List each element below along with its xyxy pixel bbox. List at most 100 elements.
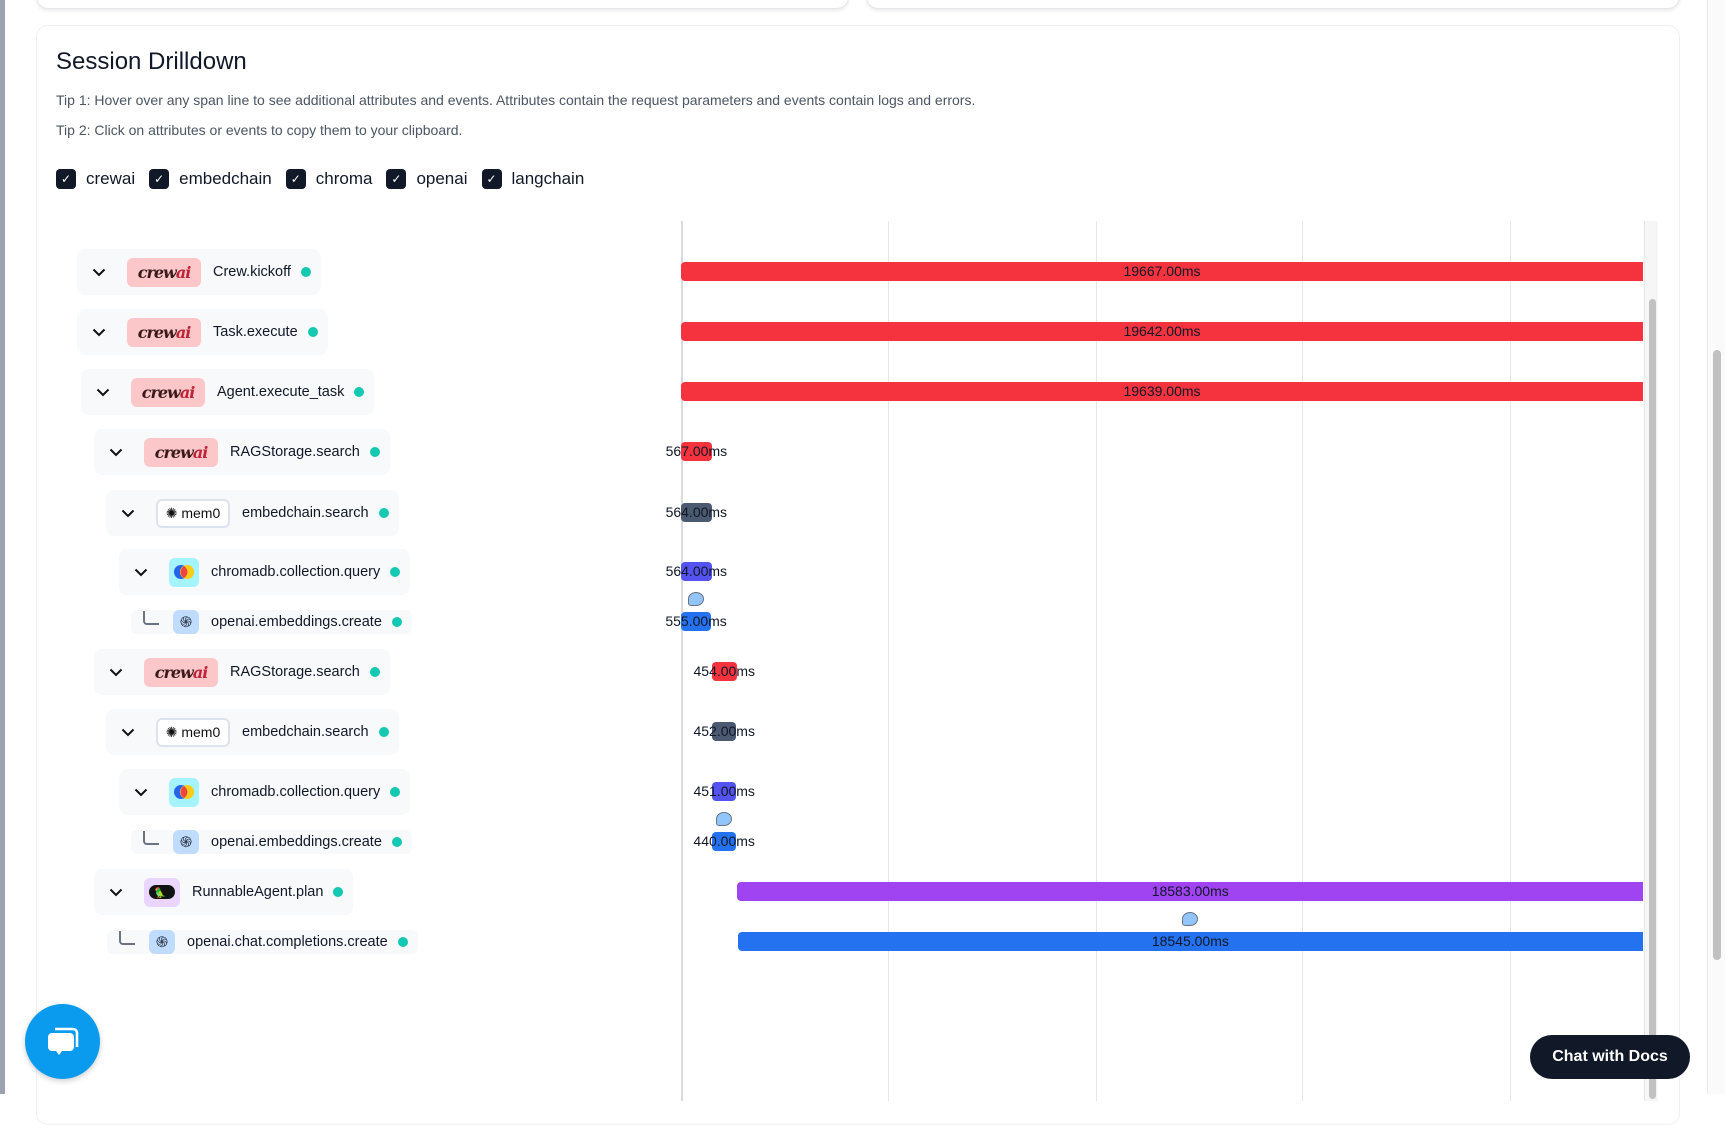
tree-connector xyxy=(143,831,159,845)
span-duration-label: 19639.00ms xyxy=(1123,383,1201,399)
span-bar[interactable] xyxy=(681,612,712,631)
chevron-down-icon[interactable] xyxy=(127,788,155,797)
crewai-logo: crew ai xyxy=(144,657,218,687)
window-edge xyxy=(0,0,5,1094)
span-row[interactable]: 🦜 RunnableAgent.plan xyxy=(94,869,354,915)
span-bar[interactable] xyxy=(681,382,1643,401)
provider-filters: ✓ crewai ✓ embedchain ✓ chroma ✓ openai ✓ langcha… xyxy=(56,169,588,189)
span-bar[interactable] xyxy=(681,262,1643,281)
span-bar[interactable] xyxy=(681,562,712,581)
chevron-down-icon[interactable] xyxy=(102,888,130,897)
span-name: embedchain.search xyxy=(242,505,369,521)
event-bubble-icon[interactable] xyxy=(688,592,705,606)
filter-langchain[interactable]: ✓ langchain xyxy=(481,169,585,189)
langchain-logo-icon: 🦜 xyxy=(144,877,180,907)
chevron-down-icon[interactable] xyxy=(102,448,130,457)
span-row[interactable]: ✺ mem0 embedchain.search xyxy=(106,490,399,536)
span-name: chromadb.collection.query xyxy=(211,564,381,580)
page-scrollbar[interactable] xyxy=(1707,0,1725,1094)
span-row[interactable]: crew ai Crew.kickoff xyxy=(77,249,321,295)
chevron-down-icon[interactable] xyxy=(127,568,155,577)
svg-text:🦜: 🦜 xyxy=(154,886,166,899)
status-dot xyxy=(378,727,389,737)
span-name: RunnableAgent.plan xyxy=(192,884,324,900)
span-bar[interactable] xyxy=(681,442,712,461)
checkbox-checked-icon[interactable]: ✓ xyxy=(149,169,170,189)
span-bar[interactable] xyxy=(737,932,1643,951)
mem0-logo: ✺ mem0 xyxy=(156,717,230,747)
span-name: Agent.execute_task xyxy=(217,384,345,400)
span-duration-label: 454.00ms xyxy=(693,663,756,679)
span-name: embedchain.search xyxy=(242,724,369,740)
status-dot xyxy=(390,787,401,797)
span-row[interactable]: crew ai RAGStorage.search xyxy=(94,649,390,695)
chevron-down-icon[interactable] xyxy=(114,728,142,737)
timeline-gridline xyxy=(1096,221,1097,1101)
span-row[interactable]: ✺ mem0 embedchain.search xyxy=(106,709,399,755)
chevron-down-icon[interactable] xyxy=(102,668,130,677)
tree-connector xyxy=(119,931,135,945)
span-name: openai.chat.completions.create xyxy=(187,934,388,950)
tip-2: Tip 2: Click on attributes or events to … xyxy=(56,122,463,138)
span-bar[interactable] xyxy=(712,832,737,851)
chroma-logo-icon xyxy=(169,777,199,807)
chevron-down-icon[interactable] xyxy=(85,268,113,277)
chat-bubble-icon xyxy=(47,1027,78,1055)
filter-embedchain[interactable]: ✓ embedchain xyxy=(149,169,272,189)
chevron-down-icon[interactable] xyxy=(114,509,142,518)
status-dot xyxy=(390,567,401,577)
span-bar[interactable] xyxy=(681,503,712,522)
checkbox-checked-icon[interactable]: ✓ xyxy=(386,169,407,189)
span-name: RAGStorage.search xyxy=(230,664,360,680)
status-dot xyxy=(378,508,389,518)
span-name: RAGStorage.search xyxy=(230,444,360,460)
span-bar[interactable] xyxy=(711,662,737,681)
span-name: chromadb.collection.query xyxy=(211,784,381,800)
filter-crewai[interactable]: ✓ crewai xyxy=(56,169,135,189)
status-dot xyxy=(300,267,311,277)
span-row[interactable]: crew ai RAGStorage.search xyxy=(94,429,390,475)
span-row[interactable]: ֍ openai.embeddings.create xyxy=(131,830,412,854)
span-row[interactable]: chromadb.collection.query xyxy=(119,769,411,815)
span-bar[interactable] xyxy=(681,322,1643,341)
event-bubble-icon[interactable] xyxy=(716,812,733,826)
timeline-scrollbar[interactable] xyxy=(1644,221,1658,1101)
timeline-scroll-thumb[interactable] xyxy=(1649,299,1656,1099)
filter-chroma[interactable]: ✓ chroma xyxy=(285,169,372,189)
filter-label: openai xyxy=(416,169,468,188)
span-bar[interactable] xyxy=(711,782,737,801)
chevron-down-icon[interactable] xyxy=(89,388,117,397)
top-card-left xyxy=(36,0,849,9)
openai-logo-icon: ֍ xyxy=(149,930,175,954)
span-duration-label: 18583.00ms xyxy=(1151,883,1229,899)
page-scroll-thumb[interactable] xyxy=(1713,350,1721,960)
span-bar[interactable] xyxy=(711,722,737,741)
span-duration-label: 452.00ms xyxy=(693,723,755,739)
chat-widget-button[interactable] xyxy=(25,1004,100,1079)
span-row[interactable]: crew ai Task.execute xyxy=(77,309,328,355)
span-name: Crew.kickoff xyxy=(213,264,291,280)
span-row[interactable]: crew ai Agent.execute_task xyxy=(81,369,375,415)
checkbox-checked-icon[interactable]: ✓ xyxy=(285,169,306,189)
crewai-logo: crew ai xyxy=(144,437,218,467)
status-dot xyxy=(369,667,380,677)
checkbox-checked-icon[interactable]: ✓ xyxy=(56,169,76,189)
span-duration-label: 19642.00ms xyxy=(1123,323,1201,339)
filter-openai[interactable]: ✓ openai xyxy=(386,169,468,189)
tree-connector xyxy=(143,611,159,625)
filter-label: langchain xyxy=(511,169,585,188)
checkbox-checked-icon[interactable]: ✓ xyxy=(481,169,502,189)
filter-label: embedchain xyxy=(179,169,272,188)
span-bar[interactable] xyxy=(737,882,1643,901)
timeline-gridline xyxy=(1510,221,1511,1101)
timeline-gridline xyxy=(1302,221,1303,1101)
chat-with-docs-button[interactable]: Chat with Docs xyxy=(1530,1035,1690,1079)
span-row[interactable]: ֍ openai.chat.completions.create xyxy=(107,930,418,954)
span-row[interactable]: ֍ openai.embeddings.create xyxy=(131,610,412,634)
event-bubble-icon[interactable] xyxy=(1182,912,1199,926)
chroma-logo-icon xyxy=(169,557,199,587)
span-duration-label: 567.00ms xyxy=(665,443,728,459)
span-row[interactable]: chromadb.collection.query xyxy=(119,549,411,595)
timeline-gridline xyxy=(888,221,889,1101)
chevron-down-icon[interactable] xyxy=(85,328,113,337)
